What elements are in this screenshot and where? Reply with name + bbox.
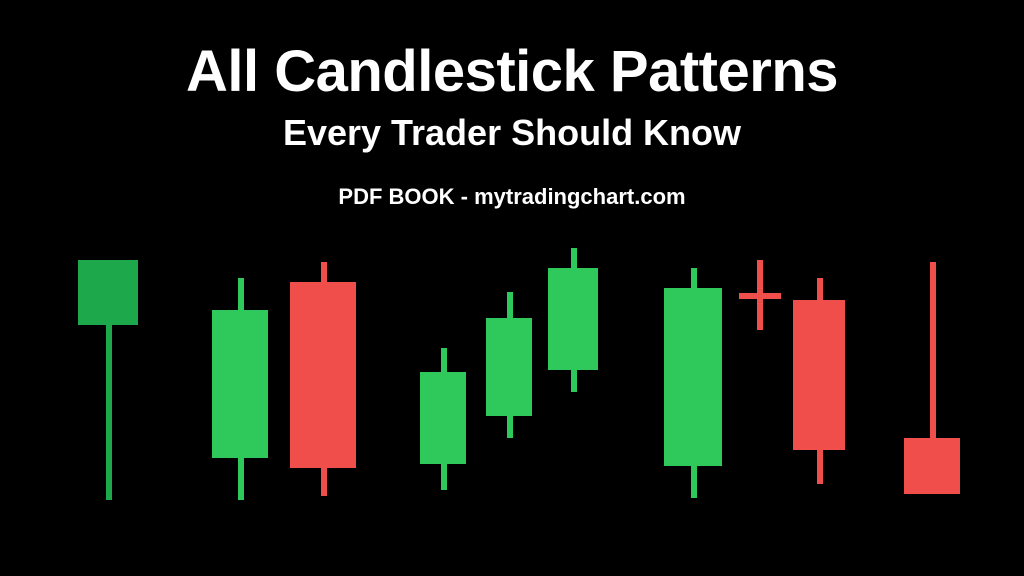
evening-star-red-upper-wick bbox=[817, 278, 823, 300]
evening-star-red-body bbox=[793, 300, 845, 450]
evening-star-red-lower-wick bbox=[817, 450, 823, 484]
three-soldiers-3-upper-wick bbox=[571, 248, 577, 268]
three-soldiers-1-upper-wick bbox=[441, 348, 447, 372]
three-soldiers-2-upper-wick bbox=[507, 292, 513, 318]
engulfing-red-body bbox=[290, 282, 356, 468]
engulfing-red-upper-wick bbox=[321, 262, 327, 282]
engulfing-green-lower-wick bbox=[238, 458, 244, 500]
hammer-bullish-body bbox=[78, 260, 138, 325]
engulfing-green-upper-wick bbox=[238, 278, 244, 310]
three-soldiers-2-lower-wick bbox=[507, 416, 513, 438]
hammer-bullish-lower-wick bbox=[106, 325, 112, 500]
hanging-man-bearish-upper-wick bbox=[930, 262, 936, 438]
three-soldiers-3-body bbox=[548, 268, 598, 370]
hanging-man-bearish-body bbox=[904, 438, 960, 494]
evening-star-green-lower-wick bbox=[691, 466, 697, 498]
evening-star-green-body bbox=[664, 288, 722, 466]
three-soldiers-1-body bbox=[420, 372, 466, 464]
engulfing-red-lower-wick bbox=[321, 468, 327, 496]
three-soldiers-3-lower-wick bbox=[571, 370, 577, 392]
candlestick-chart bbox=[0, 0, 1024, 576]
evening-star-doji-cross-v bbox=[757, 260, 763, 330]
evening-star-green-upper-wick bbox=[691, 268, 697, 288]
three-soldiers-2-body bbox=[486, 318, 532, 416]
engulfing-green-body bbox=[212, 310, 268, 458]
three-soldiers-1-lower-wick bbox=[441, 464, 447, 490]
